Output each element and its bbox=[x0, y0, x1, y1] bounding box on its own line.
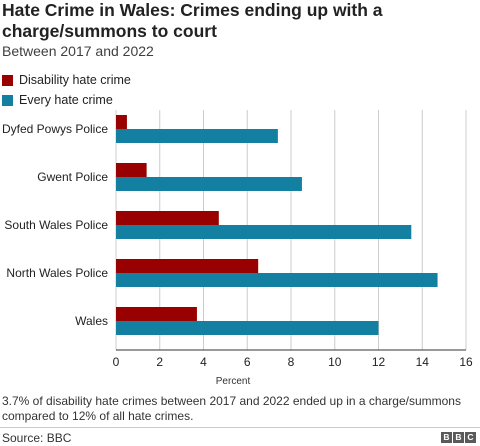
bar-every bbox=[116, 225, 412, 239]
legend-label-every: Every hate crime bbox=[19, 93, 113, 107]
bar-every bbox=[116, 129, 278, 143]
category-label: Dyfed Powys Police bbox=[2, 122, 108, 136]
legend-label-disability: Disability hate crime bbox=[19, 73, 131, 87]
bar-chart: Dyfed Powys Police Gwent Police South Wale… bbox=[2, 110, 473, 385]
x-tick-label: 16 bbox=[459, 355, 473, 369]
bar-disability bbox=[116, 115, 127, 129]
x-tick-label: 12 bbox=[372, 355, 386, 369]
x-tick-label: 2 bbox=[156, 355, 163, 369]
footer-divider bbox=[0, 427, 480, 428]
x-tick-label: 0 bbox=[113, 355, 120, 369]
chart-footnote: 3.7% of disability hate crimes between 2… bbox=[2, 394, 461, 423]
x-tick-label: 8 bbox=[288, 355, 295, 369]
bar-disability bbox=[116, 259, 259, 273]
category-label: South Wales Police bbox=[4, 218, 108, 232]
bar-every bbox=[116, 273, 438, 287]
chart-subtitle: Between 2017 and 2022 bbox=[2, 43, 154, 59]
source-label: Source: BBC bbox=[2, 431, 72, 445]
bar-disability bbox=[116, 163, 147, 177]
bbc-logo-letter: B bbox=[441, 432, 452, 443]
bbc-logo: B B C bbox=[441, 432, 476, 443]
legend-swatch-disability bbox=[2, 74, 13, 86]
x-tick-label: 14 bbox=[416, 355, 430, 369]
category-label: North Wales Police bbox=[6, 266, 108, 280]
bar-disability bbox=[116, 307, 197, 321]
bar-every bbox=[116, 321, 379, 335]
bbc-logo-letter: B bbox=[453, 432, 464, 443]
chart-title: Hate Crime in Wales: Crimes ending up wi… bbox=[2, 0, 383, 41]
legend-swatch-every bbox=[2, 94, 13, 106]
category-label: Wales bbox=[75, 314, 108, 328]
category-label: Gwent Police bbox=[37, 170, 108, 184]
legend-item-disability: Disability hate crime bbox=[2, 70, 131, 90]
bar-disability bbox=[116, 211, 219, 225]
x-tick-label: 10 bbox=[328, 355, 342, 369]
legend-item-every: Every hate crime bbox=[2, 90, 131, 110]
legend: Disability hate crime Every hate crime bbox=[2, 70, 131, 110]
bbc-logo-letter: C bbox=[465, 432, 476, 443]
bar-every bbox=[116, 177, 302, 191]
x-tick-label: 6 bbox=[244, 355, 251, 369]
x-axis-label: Percent bbox=[216, 376, 251, 385]
x-tick-label: 4 bbox=[200, 355, 207, 369]
